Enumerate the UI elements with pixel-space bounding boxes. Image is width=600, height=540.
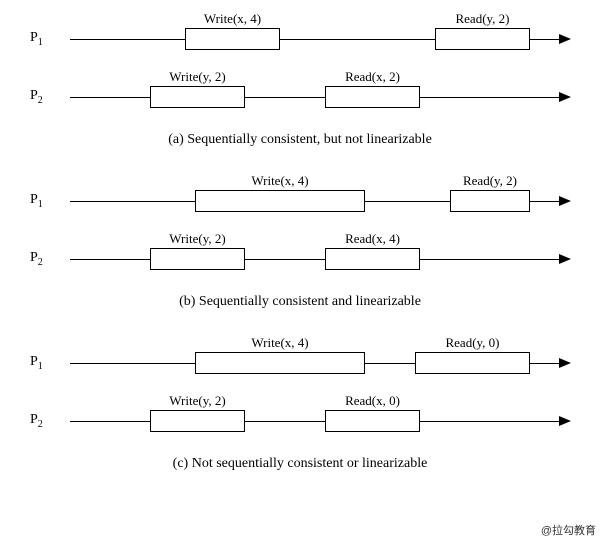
timeline-axis	[70, 97, 562, 98]
process-label: P1	[30, 192, 43, 210]
operation-label: Read(y, 2)	[463, 173, 517, 189]
process-label-main: P	[30, 354, 38, 369]
panel-caption: (b) Sequentially consistent and lineariz…	[30, 288, 570, 324]
operation-label: Read(y, 2)	[455, 11, 509, 27]
arrowhead-icon	[559, 34, 571, 44]
process-label-sub: 2	[38, 419, 43, 430]
operation-box: Write(x, 4)	[185, 28, 280, 50]
process-label: P2	[30, 412, 43, 430]
arrowhead-icon	[559, 196, 571, 206]
timeline-row: P1 Write(x, 4) Read(y, 2)	[30, 172, 570, 230]
operation-box: Read(x, 0)	[325, 410, 420, 432]
process-label-sub: 2	[38, 95, 43, 106]
operation-label: Read(y, 0)	[445, 335, 499, 351]
operation-label: Write(x, 4)	[204, 11, 261, 27]
operation-box: Write(y, 2)	[150, 248, 245, 270]
operation-box: Write(x, 4)	[195, 352, 365, 374]
process-label-main: P	[30, 192, 38, 207]
panel-caption: (a) Sequentially consistent, but not lin…	[30, 126, 570, 162]
operation-label: Write(y, 2)	[169, 69, 225, 85]
operation-box: Write(y, 2)	[150, 86, 245, 108]
panel-2: P1Write(x, 4)Read(y, 0)P2Write(y, 2)Read…	[0, 324, 600, 486]
operation-label: Write(y, 2)	[169, 393, 225, 409]
process-label-sub: 2	[38, 257, 43, 268]
timeline-axis	[70, 421, 562, 422]
timeline-axis	[70, 259, 562, 260]
watermark-text: @拉勾教育	[541, 522, 596, 538]
panel-0: P1Write(x, 4)Read(y, 2)P2Write(y, 2)Read…	[0, 0, 600, 162]
timeline-row: P2 Write(y, 2) Read(x, 0)	[30, 392, 570, 450]
process-label-main: P	[30, 250, 38, 265]
operation-label: Read(x, 4)	[345, 231, 400, 247]
operation-box: Read(x, 2)	[325, 86, 420, 108]
operation-label: Write(y, 2)	[169, 231, 225, 247]
operation-label: Write(x, 4)	[251, 173, 308, 189]
timeline-row: P1 Write(x, 4) Read(y, 0)	[30, 334, 570, 392]
process-label-sub: 1	[38, 37, 43, 48]
process-label-sub: 1	[38, 361, 43, 372]
timeline-row: P1 Write(x, 4) Read(y, 2)	[30, 10, 570, 68]
process-label: P1	[30, 354, 43, 372]
operation-box: Write(y, 2)	[150, 410, 245, 432]
operation-label: Read(x, 0)	[345, 393, 400, 409]
process-label: P2	[30, 88, 43, 106]
process-label-sub: 1	[38, 199, 43, 210]
arrowhead-icon	[559, 416, 571, 426]
operation-box: Read(y, 2)	[450, 190, 530, 212]
process-label-main: P	[30, 412, 38, 427]
operation-box: Read(x, 4)	[325, 248, 420, 270]
panel-caption: (c) Not sequentially consistent or linea…	[30, 450, 570, 486]
operation-box: Write(x, 4)	[195, 190, 365, 212]
arrowhead-icon	[559, 254, 571, 264]
operation-box: Read(y, 0)	[415, 352, 530, 374]
panel-1: P1Write(x, 4)Read(y, 2)P2Write(y, 2)Read…	[0, 162, 600, 324]
timeline-row: P2 Write(y, 2) Read(x, 2)	[30, 68, 570, 126]
process-label: P2	[30, 250, 43, 268]
timeline-row: P2 Write(y, 2) Read(x, 4)	[30, 230, 570, 288]
process-label: P1	[30, 30, 43, 48]
process-label-main: P	[30, 88, 38, 103]
operation-box: Read(y, 2)	[435, 28, 530, 50]
operation-label: Read(x, 2)	[345, 69, 400, 85]
operation-label: Write(x, 4)	[251, 335, 308, 351]
process-label-main: P	[30, 30, 38, 45]
arrowhead-icon	[559, 92, 571, 102]
arrowhead-icon	[559, 358, 571, 368]
